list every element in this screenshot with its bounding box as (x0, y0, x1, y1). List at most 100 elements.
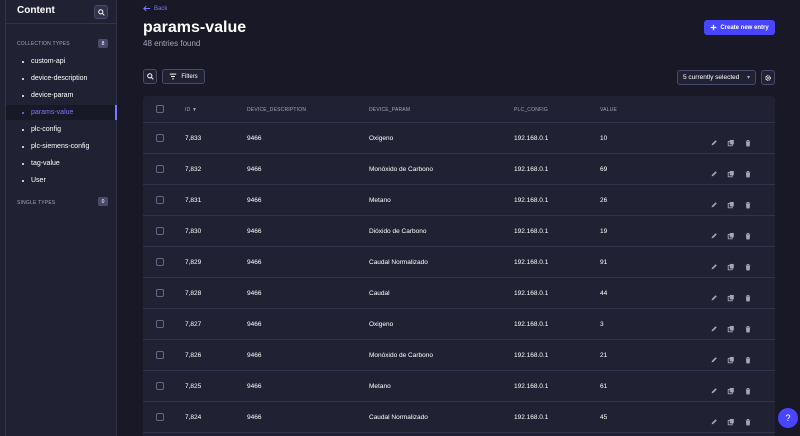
duplicate-icon[interactable] (727, 227, 735, 240)
filters-label: Filters (181, 73, 198, 80)
select-all-checkbox[interactable] (156, 105, 164, 113)
sidebar-item-plc-config[interactable]: plc-config (6, 122, 117, 137)
trash-icon[interactable] (744, 165, 752, 178)
trash-icon[interactable] (744, 413, 752, 426)
row-checkbox[interactable] (156, 320, 164, 328)
sidebar-item-user[interactable]: User (6, 173, 117, 188)
sidebar-item-tag-value[interactable]: tag-value (6, 156, 117, 171)
sidebar-item-plc-siemens-config[interactable]: plc-siemens-config (6, 139, 117, 154)
cell-device-description: 9466 (247, 197, 262, 204)
pencil-icon[interactable] (710, 382, 718, 394)
trash-icon[interactable] (744, 196, 752, 209)
sidebar-item-label: plc-siemens-config (31, 143, 90, 150)
bullet-icon (22, 179, 24, 182)
help-button[interactable]: ? (778, 408, 798, 428)
row-checkbox[interactable] (156, 413, 164, 421)
row-checkbox[interactable] (156, 134, 164, 142)
sidebar-item-label: device-description (31, 75, 88, 82)
list-settings-button[interactable] (761, 70, 775, 85)
trash-icon[interactable] (744, 227, 752, 240)
row-checkbox[interactable] (156, 196, 164, 204)
pencil-icon[interactable] (710, 134, 718, 146)
filters-button[interactable]: Filters (162, 69, 205, 84)
table-row[interactable]: 7,827 9466 Oxigeno 192.168.0.1 3 (143, 309, 775, 340)
cell-device-param: Caudal (369, 290, 390, 297)
gear-icon (765, 74, 771, 81)
page-title: params-value (143, 19, 247, 36)
sidebar-item-device-param[interactable]: device-param (6, 88, 117, 103)
table-row[interactable]: 7,833 9466 Oxigeno 192.168.0.1 10 (143, 123, 775, 154)
cell-device-param: Dióxido de Carbono (369, 228, 427, 235)
duplicate-icon[interactable] (727, 320, 735, 333)
cell-value: 61 (600, 383, 608, 390)
sidebar-item-label: custom-api (31, 58, 66, 65)
sidebar-item-params-value[interactable]: params-value (6, 105, 117, 120)
trash-icon[interactable] (744, 289, 752, 302)
duplicate-icon[interactable] (727, 382, 735, 395)
pencil-icon[interactable] (710, 320, 718, 332)
duplicate-icon[interactable] (727, 351, 735, 364)
column-header-device-description[interactable]: DEVICE_DESCRIPTION (247, 107, 307, 113)
table-row[interactable]: 7,824 9466 Caudal Normalizado 192.168.0.1 45 (143, 402, 775, 433)
sidebar-search-button[interactable] (94, 5, 108, 19)
displayed-fields-select[interactable]: 5 currently selected ▾ (677, 70, 756, 85)
create-new-entry-button[interactable]: Create new entry (704, 20, 775, 35)
duplicate-icon[interactable] (727, 165, 735, 178)
cell-device-description: 9466 (247, 321, 262, 328)
table-row[interactable]: 7,831 9466 Metano 192.168.0.1 26 (143, 185, 775, 216)
duplicate-icon[interactable] (727, 289, 735, 302)
pencil-icon[interactable] (710, 413, 718, 425)
sidebar-item-label: params-value (31, 109, 74, 116)
column-header-value[interactable]: VALUE (600, 107, 618, 113)
cell-plc-config: 192.168.0.1 (514, 352, 549, 359)
cell-device-param: Caudal Normalizado (369, 259, 428, 266)
table-row[interactable]: 7,828 9466 Caudal 192.168.0.1 44 (143, 278, 775, 309)
pencil-icon[interactable] (710, 196, 718, 208)
cell-id: 7,833 (185, 135, 202, 142)
row-checkbox[interactable] (156, 351, 164, 359)
trash-icon[interactable] (744, 382, 752, 395)
row-checkbox[interactable] (156, 227, 164, 235)
trash-icon[interactable] (744, 320, 752, 333)
filter-icon (170, 73, 177, 80)
table-row[interactable]: 7,825 9466 Metano 192.168.0.1 61 (143, 371, 775, 402)
pencil-icon[interactable] (710, 289, 718, 301)
row-checkbox[interactable] (156, 165, 164, 173)
duplicate-icon[interactable] (727, 196, 735, 209)
column-header-id[interactable]: ID ▼ (185, 107, 198, 113)
table-row[interactable]: 7,832 9466 Monóxido de Carbono 192.168.0.1 6… (143, 154, 775, 185)
duplicate-icon[interactable] (727, 413, 735, 426)
trash-icon[interactable] (744, 258, 752, 271)
trash-icon[interactable] (744, 134, 752, 147)
row-checkbox[interactable] (156, 289, 164, 297)
cell-device-param: Metano (369, 383, 391, 390)
table-row[interactable]: 7,829 9466 Caudal Normalizado 192.168.0.1 91 (143, 247, 775, 278)
trash-icon[interactable] (744, 351, 752, 364)
search-button[interactable] (143, 69, 157, 84)
bullet-icon (22, 128, 24, 131)
cell-plc-config: 192.168.0.1 (514, 383, 549, 390)
duplicate-icon[interactable] (727, 134, 735, 147)
bullet-icon (22, 77, 24, 80)
pencil-icon[interactable] (710, 258, 718, 270)
back-link[interactable]: Back (143, 5, 167, 12)
pencil-icon[interactable] (710, 227, 718, 239)
table-row[interactable]: 7,830 9466 Dióxido de Carbono 192.168.0.1 19 (143, 216, 775, 247)
column-header-device-param[interactable]: DEVICE_PARAM (369, 107, 411, 113)
pencil-icon[interactable] (710, 165, 718, 177)
bullet-icon (22, 94, 24, 97)
row-checkbox[interactable] (156, 382, 164, 390)
column-header-plc-config[interactable]: PLC_CONFIG (514, 107, 548, 113)
row-checkbox[interactable] (156, 258, 164, 266)
bullet-icon (22, 60, 24, 63)
duplicate-icon[interactable] (727, 258, 735, 271)
single-types-count: 0 (98, 197, 108, 206)
cell-plc-config: 192.168.0.1 (514, 321, 549, 328)
table-row[interactable]: 7,826 9466 Monóxido de Carbono 192.168.0.1 2… (143, 340, 775, 371)
cell-value: 69 (600, 166, 608, 173)
pencil-icon[interactable] (710, 351, 718, 363)
sidebar-item-device-description[interactable]: device-description (6, 71, 117, 86)
sidebar-item-label: tag-value (31, 160, 60, 167)
sidebar-item-custom-api[interactable]: custom-api (6, 54, 117, 69)
arrow-left-icon (143, 5, 151, 12)
